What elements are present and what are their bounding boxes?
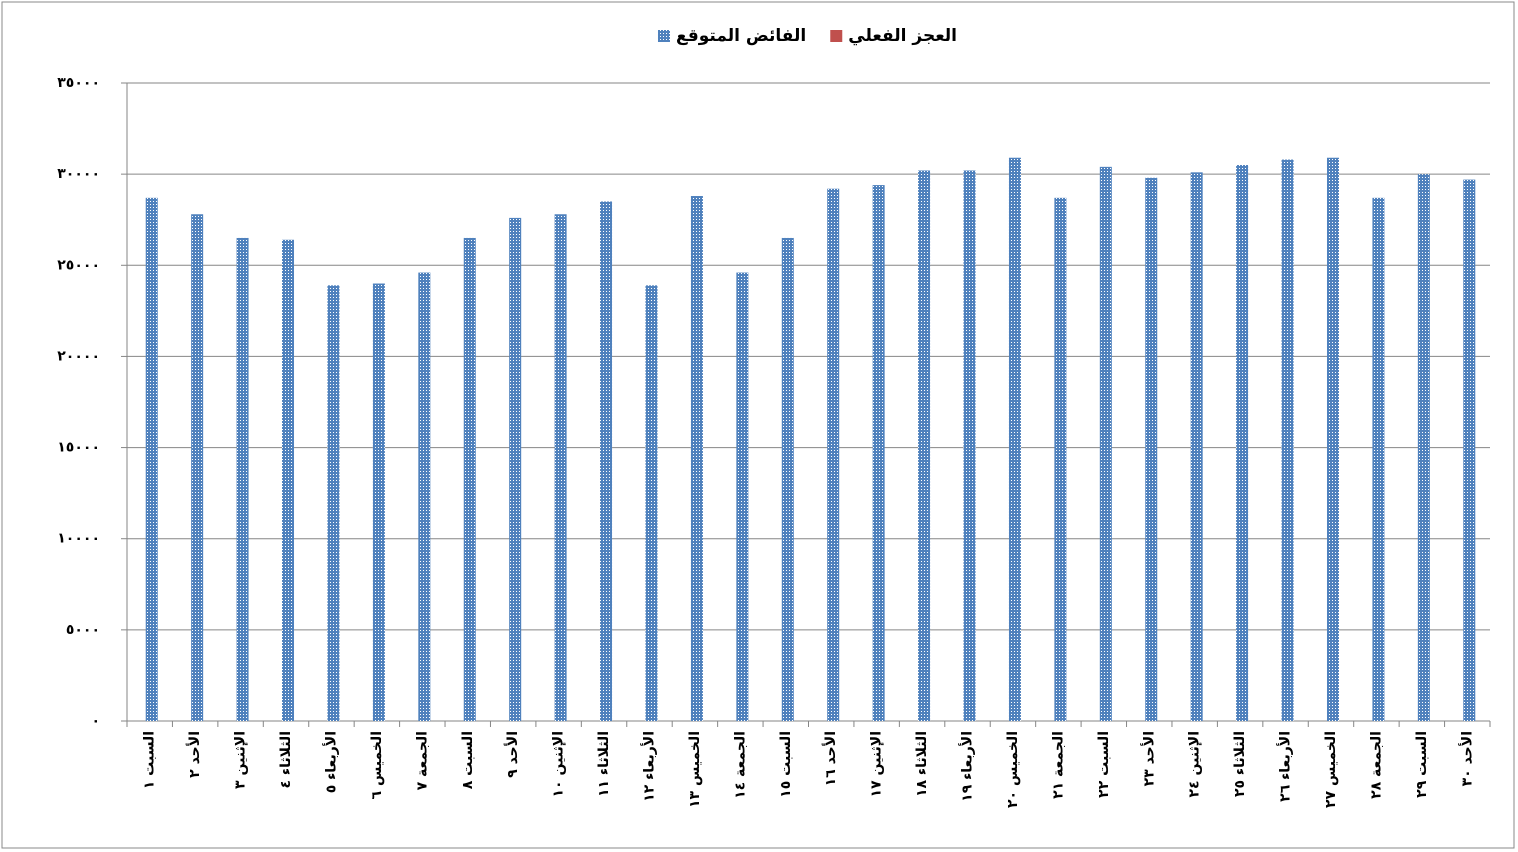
y-tick-label: ١٠٠٠٠ <box>57 531 100 547</box>
y-tick-label: ٣٥٠٠٠ <box>57 75 100 91</box>
y-tick-label: ٢٥٠٠٠ <box>57 257 100 273</box>
bar <box>145 197 158 722</box>
bar <box>600 201 613 721</box>
bar <box>1326 157 1339 722</box>
x-tick-label: الأحد ٢٣ <box>1140 731 1157 786</box>
bar <box>463 237 476 721</box>
x-tick-label: السبت ١ <box>142 731 158 789</box>
y-tick-label: ٠ <box>91 713 100 729</box>
bar <box>1236 165 1249 721</box>
x-tick-label: الإثنين ١٧ <box>869 731 885 797</box>
bar <box>918 170 931 722</box>
bar <box>690 196 703 721</box>
x-tick-label: الجمعة ١٤ <box>732 731 748 799</box>
bar <box>827 188 840 721</box>
bar <box>736 272 749 721</box>
x-tick-label: الخميس ٦ <box>369 731 385 799</box>
x-tick-label: الثلاثاء ١١ <box>596 731 612 797</box>
bar <box>1417 174 1430 722</box>
y-tick-label: ٥٠٠٠ <box>66 622 100 638</box>
bar <box>1281 159 1294 721</box>
y-tick-label: ٢٠٠٠٠ <box>57 348 100 364</box>
x-tick-label: الإثنين ٣ <box>233 731 249 789</box>
legend-label: العجز الفعلي <box>848 26 957 46</box>
x-tick-label: الأحد ٢ <box>186 731 203 778</box>
y-tick-label: ١٥٠٠٠ <box>57 440 100 456</box>
x-tick-label: الإثنين ٢٤ <box>1187 731 1203 797</box>
legend-swatch <box>830 30 843 42</box>
bar <box>554 214 567 721</box>
y-tick-label: ٣٠٠٠٠ <box>57 166 100 182</box>
x-tick-label: الثلاثاء ١٨ <box>914 731 930 797</box>
bar <box>781 237 794 721</box>
x-tick-label: السبت ٢٩ <box>1414 731 1430 798</box>
bar <box>1463 179 1476 721</box>
bar <box>872 185 885 721</box>
x-tick-label: السبت ٢٢ <box>1096 731 1112 798</box>
bar <box>1008 157 1021 722</box>
x-tick-label: السبت ١٥ <box>778 731 794 798</box>
bar <box>1145 177 1158 721</box>
x-tick-label: الإثنين ١٠ <box>551 731 567 797</box>
bar <box>282 239 295 721</box>
x-tick-label: الخميس ٢٧ <box>1323 731 1339 808</box>
bar <box>1372 197 1385 722</box>
legend-swatch <box>657 30 670 42</box>
x-tick-label: الأحد ٩ <box>504 731 521 778</box>
bar <box>1054 197 1067 722</box>
legend-label: الفائض المتوقع <box>676 26 806 46</box>
bar <box>327 285 340 721</box>
x-tick-label: الأربعاء ٢٦ <box>1277 731 1294 802</box>
x-tick-label: الجمعة ٢١ <box>1050 731 1066 799</box>
x-tick-label: الأربعاء ٥ <box>322 731 339 793</box>
x-tick-label: الأحد ٣٠ <box>1458 731 1475 786</box>
x-tick-label: الثلاثاء ٤ <box>278 731 294 789</box>
bar <box>1099 166 1112 721</box>
bar <box>1190 172 1203 721</box>
bar <box>372 283 385 721</box>
bar <box>191 214 204 721</box>
bar <box>236 237 249 721</box>
bar <box>963 170 976 722</box>
x-tick-label: الجمعة ٧ <box>414 731 430 790</box>
bar <box>509 217 522 722</box>
x-tick-label: الأحد ١٦ <box>822 731 839 786</box>
x-tick-label: الأربعاء ١٩ <box>959 731 976 802</box>
x-tick-label: الثلاثاء ٢٥ <box>1232 731 1248 797</box>
x-tick-label: الجمعة ٢٨ <box>1368 731 1384 799</box>
x-tick-label: الأربعاء ١٢ <box>640 731 657 802</box>
x-tick-label: السبت ٨ <box>460 731 476 789</box>
x-tick-label: الخميس ٢٠ <box>1005 731 1021 808</box>
bar <box>418 272 431 721</box>
x-tick-label: الخميس ١٣ <box>687 731 703 808</box>
bar <box>645 285 658 721</box>
